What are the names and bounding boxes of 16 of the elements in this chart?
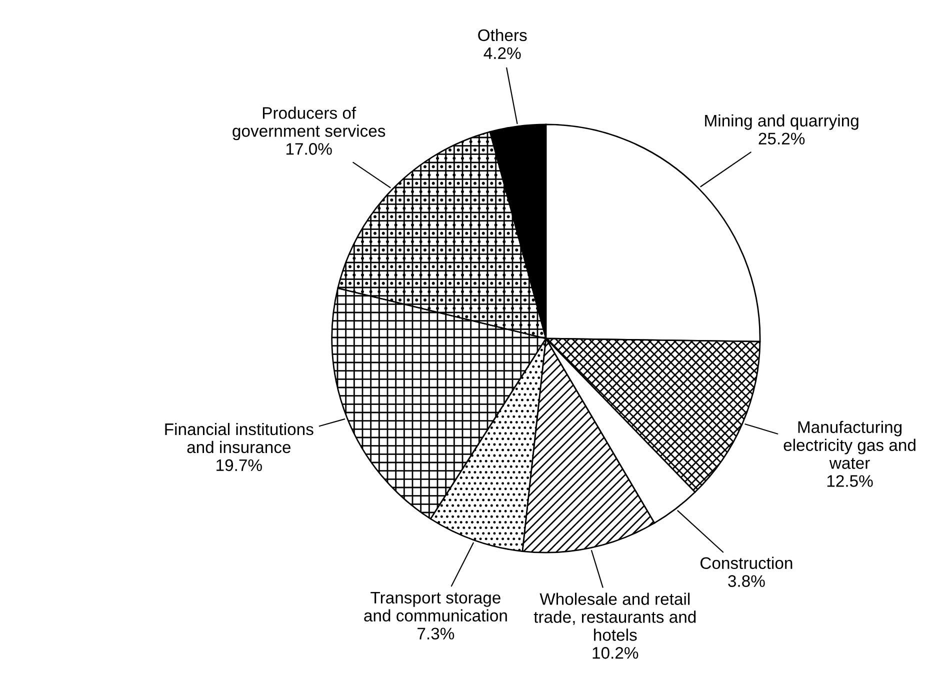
data-label: 10.2% — [592, 647, 638, 659]
data-label: 12.5% — [827, 475, 873, 487]
slice-label: Manufacturing electricity gas and water — [784, 420, 916, 469]
data-label: 4.2% — [484, 47, 521, 60]
slice-label: Producers of government services — [232, 106, 386, 140]
data-label: 7.3% — [418, 628, 454, 640]
data-label: 3.8% — [728, 575, 765, 587]
slice-label: Mining and quarrying — [705, 114, 858, 130]
slice-label: Wholesale and retail trade, restaurants and hotels — [534, 592, 696, 641]
data-label: 17.0% — [286, 143, 332, 155]
data-label: 19.7% — [216, 459, 262, 472]
slice-label: Others — [478, 28, 527, 42]
slice-label: Construction — [700, 556, 792, 570]
slice-label: Financial institutions and insurance — [165, 422, 314, 454]
slice-label: Transport storage and communication — [364, 592, 507, 622]
data-label: 25.2% — [758, 132, 805, 145]
